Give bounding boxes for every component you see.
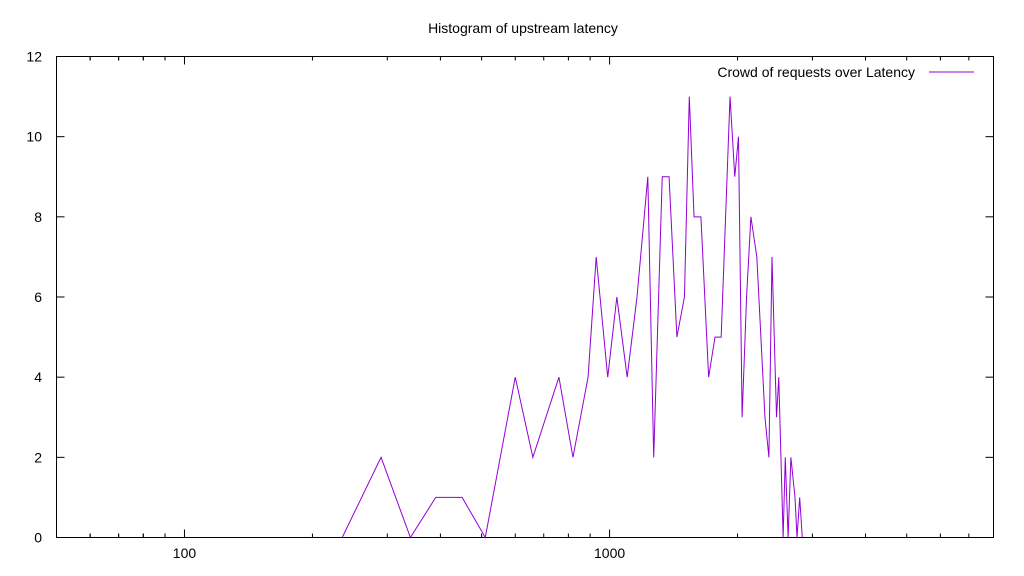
series-line xyxy=(341,96,803,539)
y-tick-label: 12 xyxy=(26,49,42,65)
y-tick-label: 6 xyxy=(34,289,42,305)
y-tick-label: 0 xyxy=(34,530,42,546)
y-tick-label: 10 xyxy=(26,129,42,145)
legend: Crowd of requests over Latency xyxy=(717,64,974,80)
y-tick-label: 4 xyxy=(34,369,42,385)
plot-frame xyxy=(56,56,994,538)
legend-label: Crowd of requests over Latency xyxy=(717,64,915,80)
y-tick-label: 8 xyxy=(34,209,42,225)
x-tick-label: 100 xyxy=(173,545,197,561)
axis-ticks: 0 2 4 6 8 10 12 100 1000 xyxy=(26,49,994,561)
x-tick-label: 1000 xyxy=(594,545,625,561)
series-layer xyxy=(341,96,803,539)
chart-title: Histogram of upstream latency xyxy=(428,20,618,36)
y-tick-label: 2 xyxy=(34,449,42,465)
